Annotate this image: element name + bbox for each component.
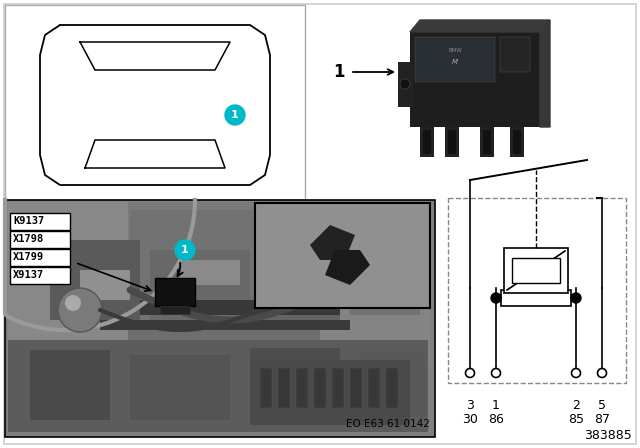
Polygon shape xyxy=(325,250,370,285)
Text: M: M xyxy=(452,59,458,65)
Bar xyxy=(504,248,568,293)
Circle shape xyxy=(175,240,195,260)
Circle shape xyxy=(598,369,607,378)
Text: 86: 86 xyxy=(488,413,504,426)
Bar xyxy=(30,350,110,420)
Bar xyxy=(420,127,434,157)
Circle shape xyxy=(225,105,245,125)
Bar xyxy=(332,368,344,408)
Bar xyxy=(350,255,420,315)
Bar xyxy=(130,210,310,330)
Text: 85: 85 xyxy=(568,413,584,426)
Bar xyxy=(410,32,540,127)
Text: 3: 3 xyxy=(466,399,474,412)
Polygon shape xyxy=(410,20,550,32)
Bar xyxy=(368,368,380,408)
Bar xyxy=(50,240,140,320)
Bar xyxy=(398,62,413,107)
Bar xyxy=(150,250,250,320)
Bar xyxy=(501,290,571,306)
Bar xyxy=(510,127,524,157)
Circle shape xyxy=(335,250,345,260)
Text: 1: 1 xyxy=(231,110,239,120)
Bar xyxy=(260,368,272,408)
Text: 87: 87 xyxy=(594,413,610,426)
Text: X9137: X9137 xyxy=(13,271,44,280)
Bar xyxy=(8,282,428,432)
Bar xyxy=(250,348,340,420)
Text: BMW: BMW xyxy=(448,47,462,52)
Circle shape xyxy=(465,369,474,378)
Bar xyxy=(5,200,435,437)
Circle shape xyxy=(492,369,500,378)
Bar xyxy=(445,127,459,157)
Polygon shape xyxy=(540,20,550,127)
Text: 383885: 383885 xyxy=(584,429,632,442)
Bar xyxy=(8,202,128,402)
Bar xyxy=(512,258,560,283)
Bar xyxy=(320,202,430,362)
Bar xyxy=(314,368,326,408)
Bar xyxy=(130,355,230,420)
Polygon shape xyxy=(310,225,355,260)
Bar xyxy=(155,278,195,306)
Circle shape xyxy=(58,288,102,332)
Text: K9137: K9137 xyxy=(13,216,44,227)
Text: 1: 1 xyxy=(333,63,345,81)
Bar xyxy=(10,213,70,230)
Text: 5: 5 xyxy=(598,399,606,412)
Bar xyxy=(8,340,428,432)
Bar xyxy=(5,5,305,200)
Bar xyxy=(160,306,190,314)
Circle shape xyxy=(571,293,581,303)
Bar xyxy=(100,320,350,330)
Bar xyxy=(415,37,495,82)
Bar xyxy=(10,231,70,248)
Bar xyxy=(140,300,340,315)
Bar xyxy=(10,249,70,266)
Text: 30: 30 xyxy=(462,413,478,426)
Bar xyxy=(483,130,491,154)
Bar xyxy=(448,198,626,383)
Circle shape xyxy=(65,295,81,311)
Text: X1798: X1798 xyxy=(13,234,44,245)
Circle shape xyxy=(400,79,410,89)
Text: 2: 2 xyxy=(572,399,580,412)
Bar xyxy=(8,202,428,282)
Text: 1: 1 xyxy=(181,245,189,255)
Bar xyxy=(296,368,308,408)
Bar xyxy=(10,267,70,284)
Text: 1: 1 xyxy=(492,399,500,412)
Bar xyxy=(80,270,130,300)
Circle shape xyxy=(491,293,501,303)
Bar xyxy=(513,130,521,154)
Bar xyxy=(260,245,340,320)
Bar xyxy=(360,352,425,417)
Text: EO E63 61 0142: EO E63 61 0142 xyxy=(346,419,430,429)
Bar xyxy=(423,130,431,154)
Bar xyxy=(250,360,410,425)
Circle shape xyxy=(572,369,580,378)
Bar xyxy=(180,260,240,285)
Text: X1799: X1799 xyxy=(13,253,44,263)
Bar xyxy=(500,37,530,72)
Bar xyxy=(386,368,398,408)
Bar xyxy=(290,265,335,285)
Bar xyxy=(448,130,456,154)
Bar xyxy=(278,368,290,408)
Bar xyxy=(255,203,430,308)
Bar xyxy=(480,127,494,157)
Bar xyxy=(350,368,362,408)
